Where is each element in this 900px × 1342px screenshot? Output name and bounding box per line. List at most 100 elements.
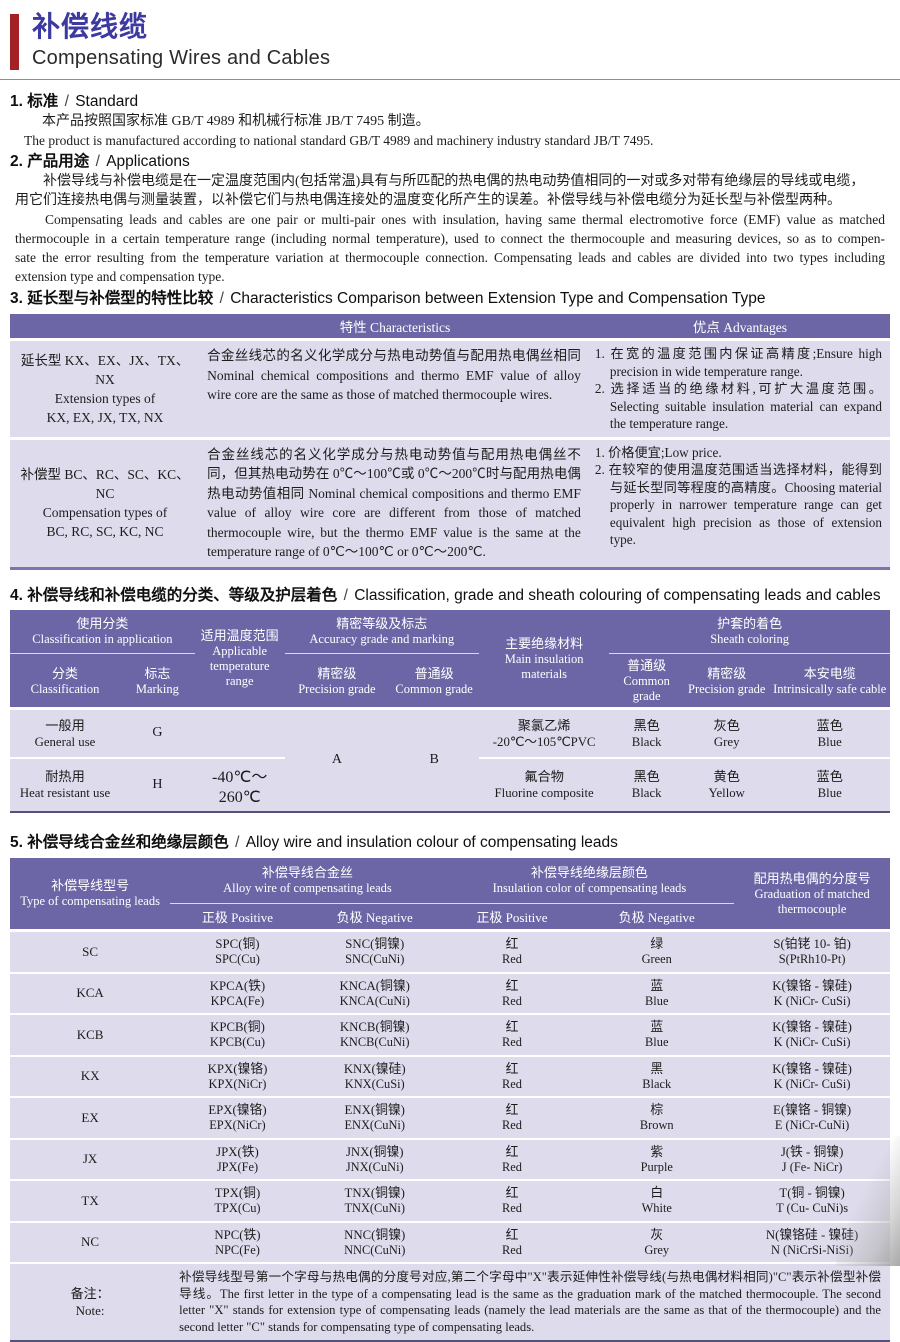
header-sheath-group: 护套的着色 Sheath coloring <box>609 610 890 654</box>
value-en: Red <box>447 1077 578 1093</box>
cell-common-mark: B <box>389 709 479 812</box>
cell-lead-type: EX <box>10 1097 170 1139</box>
cell-graduation: K(镍铬 - 镍硅)K (NiCr- CuSi) <box>734 1056 890 1098</box>
header-en: Precision grade <box>686 682 767 697</box>
value-en: JPX(Fe) <box>172 1160 303 1176</box>
value-cn: 红 <box>447 1061 578 1077</box>
section-title-en: Characteristics Comparison between Exten… <box>230 290 765 307</box>
value-en: Blue <box>581 994 732 1010</box>
cell-alloy-negative: KNCB(铜镍)KNCB(CuNi) <box>305 1014 445 1056</box>
advantage-item: 1. 在宽的温度范围内保证高精度;Ensure high precision i… <box>595 345 882 380</box>
header-cn: 补偿导线型号 <box>12 877 168 894</box>
value-en: Red <box>447 1243 578 1259</box>
cell-classification: 一般用 General use <box>10 709 120 758</box>
table-row: KCB KPCB(铜)KPCB(Cu) KNCB(铜镍)KNCB(CuNi) 红… <box>10 1014 890 1056</box>
cell-sheath-common: 黑色 Black <box>609 709 684 758</box>
cell-lead-type: SC <box>10 931 170 973</box>
header-alloy-positive: 正极 Positive <box>170 904 305 931</box>
value-cn: 黑色 <box>611 768 682 785</box>
value-cn: K(镍铬 - 镍硅) <box>736 978 888 994</box>
header-en: Classification <box>12 682 118 697</box>
header-en: Marking <box>122 682 193 697</box>
section-alloy-colour-heading: 5. 补偿导线合金丝和绝缘层颜色 / Alloy wire and insula… <box>10 833 890 853</box>
header-en: Common grade <box>611 674 682 704</box>
value-en: KPCA(Fe) <box>172 994 303 1010</box>
applications-paragraph-en-line: thermocouple in a certain temperature ra… <box>15 229 885 248</box>
value-cn: EPX(镍铬) <box>172 1102 303 1118</box>
comparison-table: 特性 Characteristics 优点 Advantages 延长型 KX、… <box>10 314 890 570</box>
header-cn: 标志 <box>122 665 193 682</box>
accent-bar <box>10 14 19 70</box>
cell-alloy-negative: ENX(铜镍)ENX(CuNi) <box>305 1097 445 1139</box>
cell-graduation: K(镍铬 - 镍硅)K (NiCr- CuSi) <box>734 973 890 1015</box>
header-cn: 精密等级及标志 <box>287 615 477 632</box>
header-en: Type of compensating leads <box>12 894 168 909</box>
value-en: ENX(CuNi) <box>307 1118 443 1134</box>
value-en: K (NiCr- CuSi) <box>736 1035 888 1051</box>
value-en: TNX(CuNi) <box>307 1201 443 1217</box>
alloy-color-table-header: 补偿导线型号 Type of compensating leads 补偿导线合金… <box>10 858 890 931</box>
separator: / <box>94 153 102 170</box>
cell-alloy-positive: TPX(铜)TPX(Cu) <box>170 1180 305 1222</box>
value-cn: 红 <box>447 1102 578 1118</box>
cell-advantages: 1. 价格便宜;Low price. 2. 在较窄的使用温度范围适当选择材料，能… <box>590 440 890 567</box>
header-precision-grade: 精密级 Precision grade <box>285 654 390 709</box>
value-en: KNX(CuSi) <box>307 1077 443 1093</box>
applications-paragraph-en-line: Compensating leads and cables are one pa… <box>15 210 885 229</box>
value-en: Purple <box>581 1160 732 1176</box>
value-cn: E(镍铬 - 铜镍) <box>736 1102 888 1118</box>
header-cn: 补偿导线绝缘层颜色 <box>447 864 733 881</box>
value-cn: KNCB(铜镍) <box>307 1019 443 1035</box>
value-cn: KPCA(铁) <box>172 978 303 994</box>
value-cn: JNX(铜镍) <box>307 1144 443 1160</box>
table-row: 延长型 KX、EX、JX、TX、NX Extension types of KX… <box>10 341 890 437</box>
value-cn: 红 <box>447 936 578 952</box>
header-sheath-precision: 精密级 Precision grade <box>684 654 769 709</box>
value-cn: 黄色 <box>686 768 767 785</box>
header-en: Main insulation materials <box>481 652 607 682</box>
header-insulation-positive: 正极 Positive <box>445 904 580 931</box>
type-en: KX, EX, JX, TX, NX <box>12 408 198 427</box>
header-cn: 本安电缆 <box>771 665 888 682</box>
value-cn: 红 <box>447 1144 578 1160</box>
header-common-grade: 普通级 Common grade <box>389 654 479 709</box>
value-cn: 耐热用 <box>12 768 118 785</box>
applications-paragraph-en-line: sate the error resulting from the temper… <box>15 248 885 267</box>
header-cn: 适用温度范围 <box>197 627 283 644</box>
type-cn: 延长型 KX、EX、JX、TX、NX <box>12 351 198 389</box>
value-en: General use <box>12 734 118 750</box>
section-comparison-heading: 3. 延长型与补偿型的特性比较 / Characteristics Compar… <box>10 289 890 309</box>
cell-lead-type: NC <box>10 1222 170 1264</box>
value-cn: 红 <box>447 1019 578 1035</box>
note-text: 补偿导线型号第一个字母与热电偶的分度号对应,第二个字母中"X"表示延伸性补偿导线… <box>170 1263 890 1341</box>
value-cn: 一般用 <box>12 717 118 734</box>
section-classification-heading: 4. 补偿导线和补偿电缆的分类、等级及护层着色 / Classification… <box>10 586 890 606</box>
header-marking: 标志 Marking <box>120 654 195 709</box>
value-en: Brown <box>581 1118 732 1134</box>
header-divider <box>0 79 900 80</box>
cell-alloy-positive: KPCA(铁)KPCA(Fe) <box>170 973 305 1015</box>
separator: / <box>342 587 350 604</box>
value-cn: NNC(铜镍) <box>307 1227 443 1243</box>
type-en: Extension types of <box>12 389 198 408</box>
cell-temperature <box>195 709 285 758</box>
value-en: KPCB(Cu) <box>172 1035 303 1051</box>
separator: / <box>63 93 71 110</box>
header-cn: 配用热电偶的分度号 <box>736 870 888 887</box>
header-cn: 补偿导线合金丝 <box>172 864 443 881</box>
page-subtitle: Compensating Wires and Cables <box>32 46 330 70</box>
value-cn: NPC(铁) <box>172 1227 303 1243</box>
value-cn: 聚氯乙烯 <box>481 717 607 734</box>
